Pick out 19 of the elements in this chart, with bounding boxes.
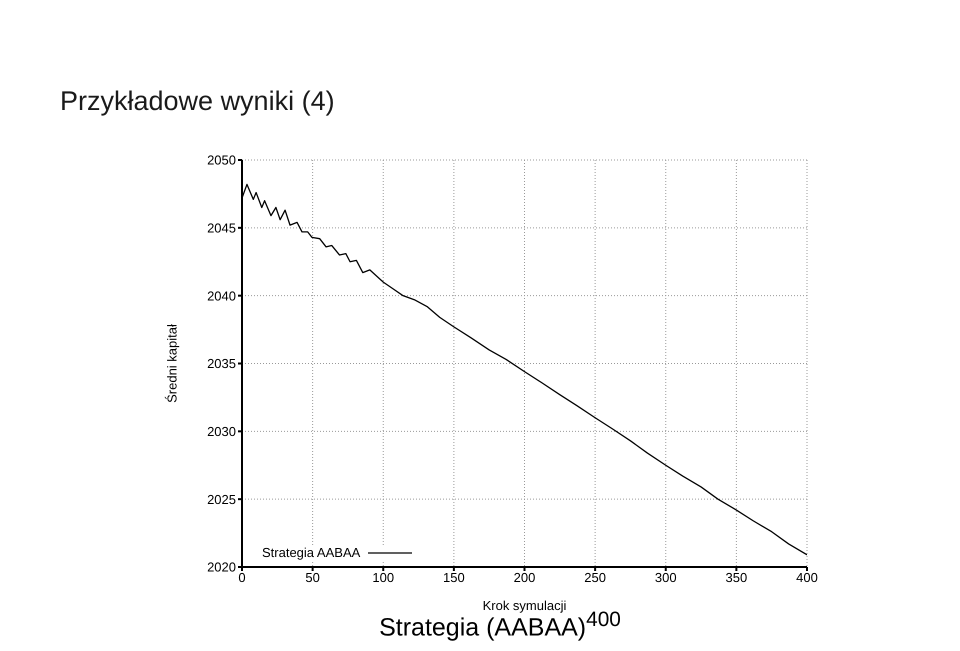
y-tick-label: 2030 [207, 424, 236, 439]
y-tick-label: 2025 [207, 492, 236, 507]
x-tick-label: 150 [443, 570, 465, 586]
x-tick-label: 100 [372, 570, 394, 586]
x-tick-label: 350 [726, 570, 748, 586]
y-tick-label: 2020 [207, 560, 236, 575]
x-tick-label: 400 [796, 570, 818, 586]
y-tick-label: 2045 [207, 220, 236, 236]
chart-title: Przykładowe wyniki (4) [60, 86, 335, 117]
x-tick-label: 50 [305, 570, 320, 586]
legend-label: Strategia AABAA [262, 545, 360, 560]
x-tick-label: 200 [514, 570, 536, 586]
y-tick-label: 2035 [207, 356, 236, 372]
x-tick-label: 300 [654, 570, 677, 586]
x-tick-label: 0 [238, 570, 246, 586]
x-tick-label: 250 [584, 570, 606, 586]
y-tick-label: 2050 [207, 152, 236, 168]
y-tick-label: 2040 [207, 288, 236, 304]
y-axis-title: Średni kapitał [164, 324, 180, 403]
